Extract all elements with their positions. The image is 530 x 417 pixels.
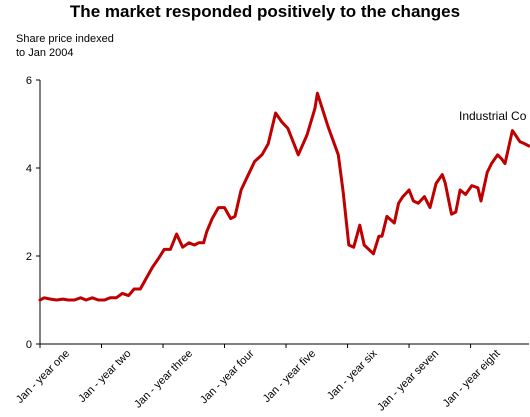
y-axis-label-line-1: Share price indexed [16,33,114,45]
y-tick-label: 4 [26,163,32,175]
series-line [38,91,530,302]
x-tick-label: Jan - year three [132,348,195,411]
y-tick-label: 2 [26,251,32,263]
series-label: Industrial Co [459,109,527,123]
y-tick-label: 0 [26,339,32,351]
x-tick-label: Jan - year four [198,347,257,406]
x-tick-label: Jan - year seven [375,348,441,414]
series-group: Industrial Co [38,91,530,302]
x-tick-label: Jan - year one [14,348,72,406]
y-tick-label: 6 [26,75,32,87]
y-axis-label-line-2: to Jan 2004 [16,47,74,59]
x-tick-label: Jan - year six [325,347,380,402]
y-axis-label: Share price indexed to Jan 2004 [16,32,156,60]
x-tick-label: Jan - year two [76,348,133,405]
y-ticks: 0 2 4 6 [26,75,40,351]
x-tick-label: Jan - year eight [441,348,503,410]
chart-title: The market responded positively to the c… [69,2,461,21]
x-tick-label: Jan - year five [261,348,318,405]
